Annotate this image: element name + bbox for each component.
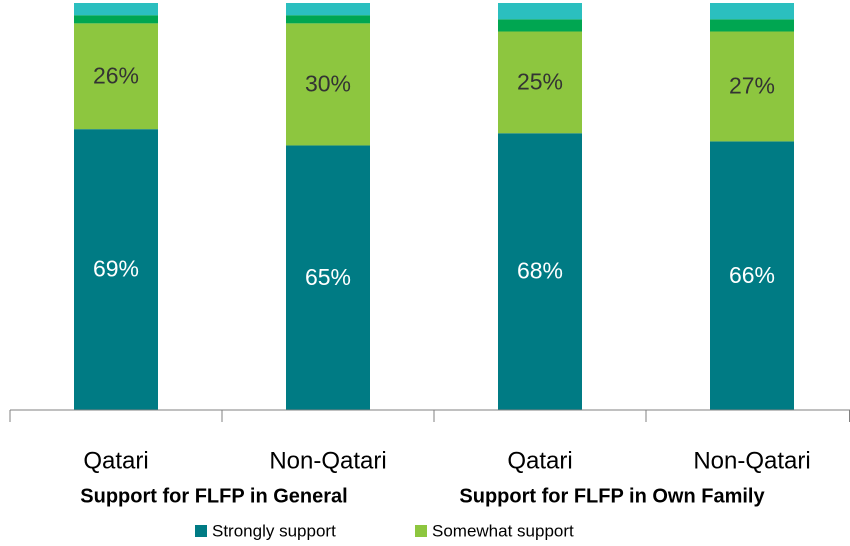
legend-label: Strongly support	[212, 521, 336, 540]
x-tick-label: Non-Qatari	[693, 447, 810, 474]
bar-segment	[710, 19, 794, 32]
bar-segment	[74, 23, 158, 130]
group-label: Support for FLFP in Own Family	[459, 485, 765, 507]
bar-segment	[498, 133, 582, 411]
bar-segment	[498, 19, 582, 32]
bar-segment	[286, 145, 370, 410]
bar-segment	[286, 15, 370, 24]
legend-label: Somewhat support	[432, 521, 574, 540]
x-tick-label: Qatari	[507, 447, 572, 474]
legend-swatch	[195, 525, 207, 537]
bar-segment	[74, 129, 158, 411]
bar-segment	[74, 15, 158, 24]
bar-segment	[498, 31, 582, 134]
bar-segment	[710, 3, 794, 20]
bar-segment	[74, 3, 158, 16]
legend-swatch	[415, 525, 427, 537]
data-label: 68%	[517, 258, 563, 284]
data-label: 30%	[305, 70, 351, 96]
bar-segment	[710, 31, 794, 142]
bar-segment	[498, 3, 582, 20]
x-tick-label: Non-Qatari	[269, 447, 386, 474]
data-label: 65%	[305, 264, 351, 290]
group-label: Support for FLFP in General	[80, 485, 347, 507]
x-tick-label: Qatari	[83, 447, 148, 474]
bar-segment	[286, 3, 370, 16]
data-label: 69%	[93, 256, 139, 282]
data-label: 26%	[93, 62, 139, 88]
bar-segment	[710, 141, 794, 410]
data-label: 27%	[729, 73, 775, 99]
data-label: 66%	[729, 262, 775, 288]
data-label: 25%	[517, 68, 563, 94]
bar-segment	[286, 23, 370, 146]
